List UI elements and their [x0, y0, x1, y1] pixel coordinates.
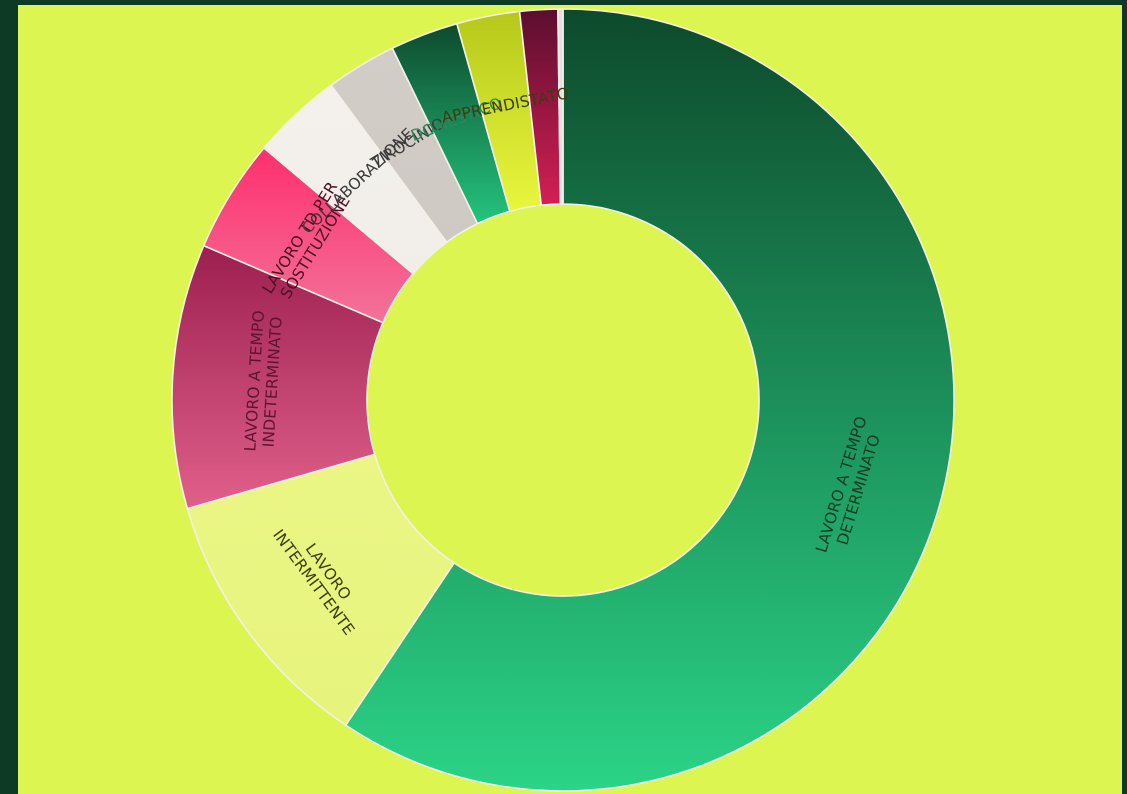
slice-lavoro-a-tempo-indeterminato[interactable]: [171, 244, 384, 510]
slice-lavoro-a-tempo-determinato[interactable]: [344, 8, 955, 792]
chart-panel: LAVORO A TEMPODETERMINATO LAVOROINTERMITT…: [18, 5, 1122, 794]
donut-chart: LAVORO A TEMPODETERMINATOLAVOROINTERMITT…: [171, 8, 955, 792]
slice-lavoro-intermittente[interactable]: [186, 453, 455, 726]
slice-label-lavoro-a-tempo-indeterminato: LAVORO A TEMPOINDETERMINATO: [241, 310, 286, 454]
slice-small-9[interactable]: [557, 8, 564, 205]
slices-layer: [171, 8, 955, 792]
